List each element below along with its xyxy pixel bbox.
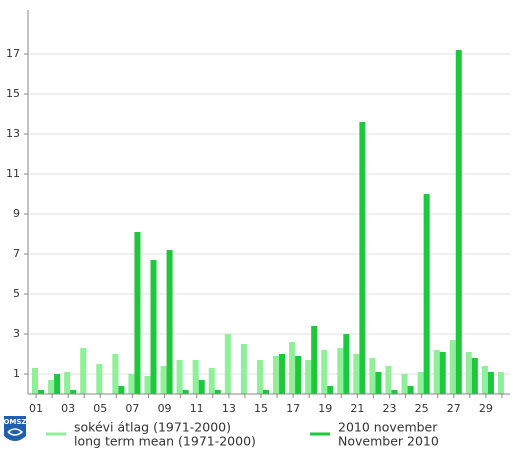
bar [262, 390, 269, 394]
bar [118, 386, 125, 394]
bar [401, 374, 408, 394]
bar [423, 194, 430, 394]
bar [166, 250, 173, 394]
y-tick-label: 3 [13, 327, 20, 340]
bar [112, 354, 119, 394]
bar [198, 380, 205, 394]
bar [391, 390, 398, 394]
y-tick-label: 11 [6, 167, 20, 180]
x-tick-label: 05 [93, 402, 107, 415]
x-tick-label: 07 [125, 402, 139, 415]
bar [208, 368, 215, 394]
y-tick-label: 7 [13, 247, 20, 260]
x-tick-label: 17 [286, 402, 300, 415]
bar [321, 350, 328, 394]
y-tick-label: 15 [6, 87, 20, 100]
bar [38, 390, 45, 394]
legend-label-en: long term mean (1971-2000) [74, 434, 256, 449]
bar [375, 372, 382, 394]
x-tick-label: 13 [222, 402, 236, 415]
bar [327, 386, 334, 394]
bar [487, 372, 494, 394]
bar [80, 348, 87, 394]
legend-label: sokévi átlag (1971-2000) [74, 420, 231, 435]
x-tick-label: 23 [383, 402, 397, 415]
x-tick-label: 21 [350, 402, 364, 415]
bar [150, 260, 157, 394]
bar [192, 360, 199, 394]
x-tick-label: 29 [479, 402, 493, 415]
bar [279, 354, 286, 394]
bar [385, 366, 392, 394]
bar [481, 366, 488, 394]
bar [256, 360, 263, 394]
x-tick-label: 09 [158, 402, 172, 415]
bar [295, 356, 302, 394]
bar [48, 380, 55, 394]
bar [176, 360, 183, 394]
x-tick-label: 01 [29, 402, 43, 415]
bar [240, 344, 247, 394]
y-tick-label: 13 [6, 127, 20, 140]
bar [465, 352, 472, 394]
bar [417, 372, 424, 394]
logo-text: OMSZ [3, 418, 26, 426]
bar [305, 360, 312, 394]
bar [311, 326, 318, 394]
bar [160, 366, 167, 394]
bar [144, 376, 151, 394]
y-tick-label: 5 [13, 287, 20, 300]
bar [337, 348, 344, 394]
bar [214, 390, 221, 394]
bar [407, 386, 414, 394]
bar [369, 358, 376, 394]
bar [289, 342, 296, 394]
bar [134, 232, 141, 394]
bar [54, 374, 61, 394]
x-tick-label: 03 [61, 402, 75, 415]
bar [359, 122, 366, 394]
bar [471, 358, 478, 394]
x-tick-label: 15 [254, 402, 268, 415]
bar [273, 356, 280, 394]
bar [439, 352, 446, 394]
bar [96, 364, 103, 394]
bar [497, 372, 504, 394]
legend-label-en: November 2010 [338, 434, 439, 449]
bar [70, 390, 77, 394]
bar [224, 334, 231, 394]
bar [343, 334, 350, 394]
bar [64, 372, 71, 394]
y-tick-label: 1 [13, 367, 20, 380]
bar [182, 390, 189, 394]
bar [128, 374, 135, 394]
bar [455, 50, 462, 394]
x-tick-label: 25 [415, 402, 429, 415]
x-tick-label: 11 [190, 402, 204, 415]
bar [449, 340, 456, 394]
x-tick-label: 27 [447, 402, 461, 415]
bar [32, 368, 39, 394]
bar [353, 354, 360, 394]
y-tick-label: 9 [13, 207, 20, 220]
legend-label: 2010 november [338, 420, 438, 435]
logo: OMSZ [3, 416, 27, 441]
bar [433, 350, 440, 394]
logo-wave [7, 428, 24, 436]
y-tick-label: 17 [6, 47, 20, 60]
x-tick-label: 19 [318, 402, 332, 415]
